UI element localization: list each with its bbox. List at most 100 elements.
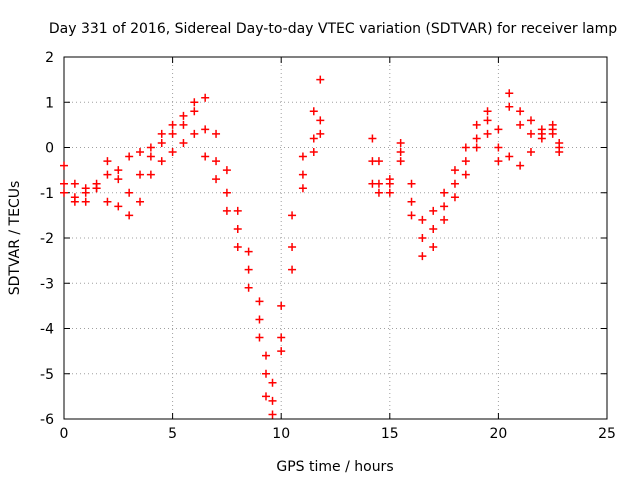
data-point — [368, 179, 377, 188]
series-1 — [60, 75, 325, 387]
data-point — [255, 315, 264, 324]
data-point — [418, 234, 427, 242]
data-point — [157, 129, 166, 138]
data-point — [396, 138, 405, 147]
data-point — [244, 247, 253, 256]
data-point — [429, 243, 438, 252]
data-point — [261, 392, 270, 401]
data-point — [418, 252, 427, 261]
data-point — [277, 301, 286, 310]
chart-title: Day 331 of 2016, Sidereal Day-to-day VTE… — [49, 21, 617, 37]
data-point — [450, 166, 459, 175]
data-points — [60, 75, 564, 419]
data-point — [261, 369, 270, 378]
data-point — [277, 347, 286, 356]
y-tick-label: -2 — [40, 231, 54, 247]
data-point — [114, 175, 123, 184]
data-point — [407, 211, 416, 220]
data-point — [103, 157, 112, 166]
series-5 — [368, 102, 564, 242]
data-point — [212, 129, 221, 138]
data-point — [255, 297, 264, 306]
data-point — [537, 134, 546, 143]
data-point — [537, 125, 546, 134]
data-point — [125, 188, 134, 197]
data-point — [516, 161, 525, 170]
data-point — [268, 378, 277, 387]
data-point — [70, 179, 79, 188]
y-tick-label: -6 — [40, 412, 54, 428]
data-point — [212, 157, 221, 166]
y-tick-label: 0 — [45, 141, 54, 157]
data-point — [309, 134, 318, 143]
data-point — [136, 148, 145, 157]
data-point — [81, 184, 90, 193]
data-point — [368, 134, 377, 143]
y-tick-label: 1 — [45, 95, 54, 111]
data-point — [201, 93, 210, 102]
x-tick-label: 10 — [272, 426, 290, 442]
y-tick-label: 2 — [45, 50, 54, 66]
data-point — [114, 202, 123, 211]
data-point — [168, 129, 177, 138]
data-point — [505, 152, 514, 161]
data-point — [385, 188, 394, 197]
data-point — [168, 120, 177, 129]
data-point — [222, 188, 231, 197]
data-point — [60, 161, 68, 170]
data-point — [418, 215, 427, 224]
data-point — [396, 148, 405, 157]
grid-lines — [64, 57, 607, 419]
data-point — [494, 157, 503, 166]
data-point — [92, 184, 101, 193]
data-point — [461, 170, 470, 179]
data-point — [450, 179, 459, 188]
data-point — [157, 157, 166, 166]
data-point — [309, 107, 318, 116]
data-point — [548, 129, 557, 138]
x-tick-label: 0 — [60, 426, 69, 442]
data-point — [555, 148, 564, 157]
y-tick-label: -1 — [40, 186, 54, 202]
data-point — [516, 120, 525, 129]
data-point — [298, 184, 307, 193]
x-tick-label: 25 — [598, 426, 616, 442]
data-point — [136, 170, 145, 179]
data-point — [472, 120, 481, 129]
data-point — [103, 197, 112, 206]
data-point — [233, 243, 242, 252]
data-point — [60, 179, 68, 188]
data-point — [146, 143, 155, 152]
data-point — [483, 129, 492, 138]
data-point — [440, 188, 449, 197]
data-point — [261, 351, 270, 360]
data-point — [288, 211, 297, 220]
data-point — [222, 166, 231, 175]
data-point — [255, 333, 264, 342]
data-point — [429, 206, 438, 215]
data-point — [494, 143, 503, 152]
data-point — [233, 206, 242, 215]
x-tick-label: 15 — [381, 426, 399, 442]
data-point — [316, 75, 325, 84]
data-point — [179, 138, 188, 147]
series-4 — [368, 89, 564, 224]
data-point — [179, 120, 188, 129]
plot-border — [63, 56, 608, 420]
data-point — [472, 143, 481, 152]
data-point — [461, 143, 470, 152]
data-point — [146, 170, 155, 179]
data-point — [316, 116, 325, 125]
data-point — [288, 265, 297, 274]
data-point — [81, 197, 90, 206]
data-point — [136, 197, 145, 206]
data-point — [125, 211, 134, 220]
data-point — [244, 283, 253, 292]
data-point — [114, 166, 123, 175]
data-point — [440, 202, 449, 211]
data-point — [222, 206, 231, 215]
data-point — [526, 148, 535, 157]
y-tick-label: -5 — [40, 367, 54, 383]
